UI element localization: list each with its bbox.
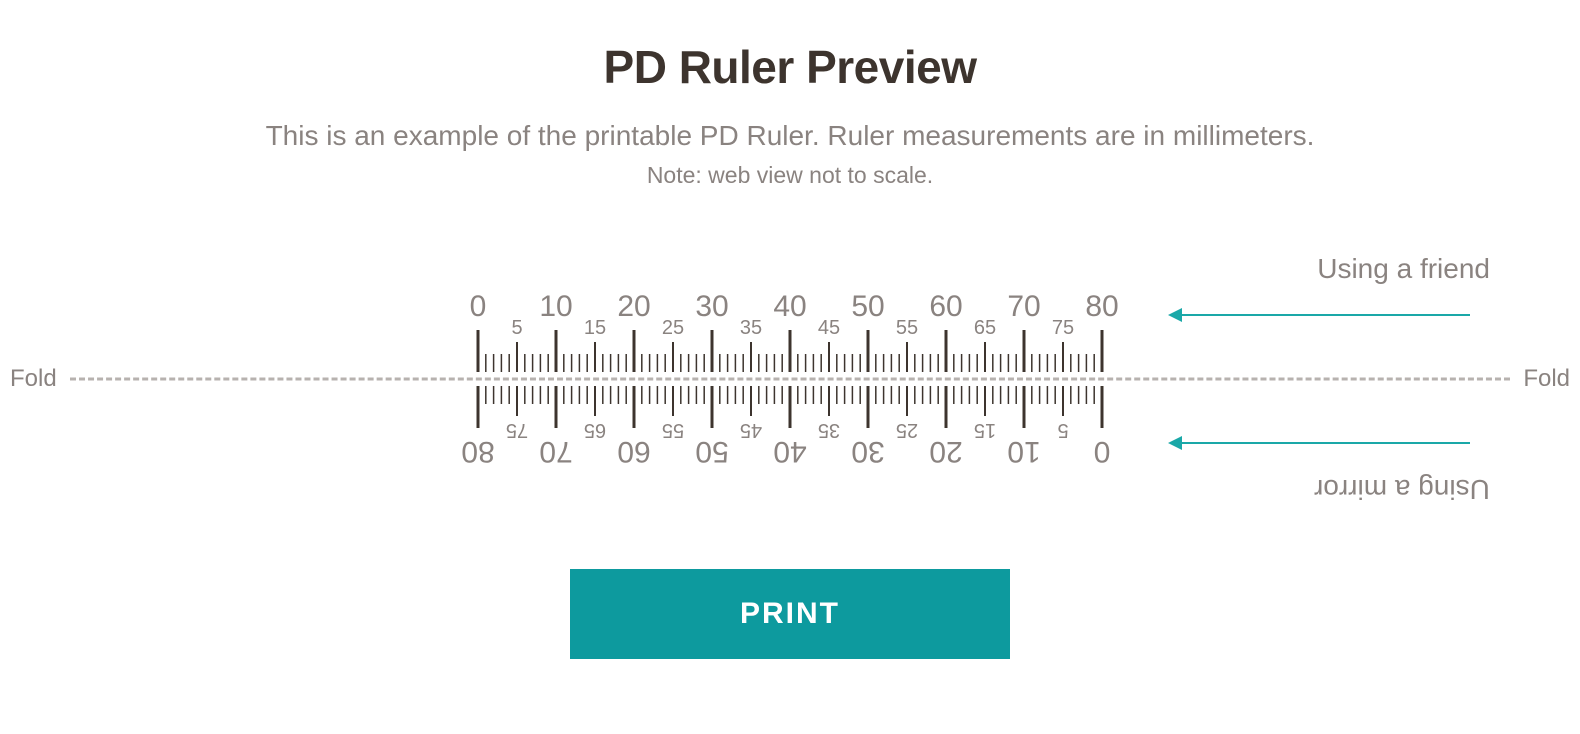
usage-label-bottom: Using a mirror <box>1314 473 1490 505</box>
svg-text:55: 55 <box>662 419 684 441</box>
arrow-top <box>1170 314 1470 316</box>
svg-text:70: 70 <box>539 435 572 468</box>
print-button[interactable]: PRINT <box>570 569 1010 659</box>
svg-text:10: 10 <box>539 290 572 323</box>
svg-text:30: 30 <box>695 290 728 323</box>
usage-label-top: Using a friend <box>1317 253 1490 285</box>
svg-text:15: 15 <box>974 419 996 441</box>
svg-text:75: 75 <box>506 419 528 441</box>
fold-label-left: Fold <box>10 365 57 393</box>
ruler-svg: 0 10 20 30 40 50 60 70 80 5 15 25 35 45 55 65 75 0 10 20 30 4… <box>448 259 1132 499</box>
svg-text:10: 10 <box>1007 435 1040 468</box>
svg-text:35: 35 <box>818 419 840 441</box>
svg-text:15: 15 <box>584 317 606 339</box>
svg-text:30: 30 <box>851 435 884 468</box>
svg-text:60: 60 <box>617 435 650 468</box>
page-title: PD Ruler Preview <box>604 40 977 94</box>
svg-text:65: 65 <box>584 419 606 441</box>
ruler-diagram: Fold Fold Using a friend Using a mirror … <box>0 249 1580 509</box>
page-subtitle: This is an example of the printable PD R… <box>266 120 1315 152</box>
svg-text:5: 5 <box>1057 419 1068 441</box>
svg-text:55: 55 <box>896 317 918 339</box>
svg-text:25: 25 <box>662 317 684 339</box>
svg-text:0: 0 <box>470 290 487 323</box>
svg-text:80: 80 <box>1085 290 1118 323</box>
svg-text:40: 40 <box>773 435 806 468</box>
svg-text:0: 0 <box>1094 435 1111 468</box>
svg-text:25: 25 <box>896 419 918 441</box>
svg-text:75: 75 <box>1052 317 1074 339</box>
svg-text:40: 40 <box>773 290 806 323</box>
svg-text:45: 45 <box>818 317 840 339</box>
fold-label-right: Fold <box>1523 365 1570 393</box>
svg-text:20: 20 <box>617 290 650 323</box>
svg-text:50: 50 <box>851 290 884 323</box>
svg-text:50: 50 <box>695 435 728 468</box>
svg-text:70: 70 <box>1007 290 1040 323</box>
svg-text:60: 60 <box>929 290 962 323</box>
svg-text:80: 80 <box>461 435 494 468</box>
svg-text:65: 65 <box>974 317 996 339</box>
svg-text:5: 5 <box>511 317 522 339</box>
svg-text:35: 35 <box>740 317 762 339</box>
svg-text:20: 20 <box>929 435 962 468</box>
arrow-bottom <box>1170 442 1470 444</box>
page-note: Note: web view not to scale. <box>647 162 933 189</box>
svg-text:45: 45 <box>740 419 762 441</box>
